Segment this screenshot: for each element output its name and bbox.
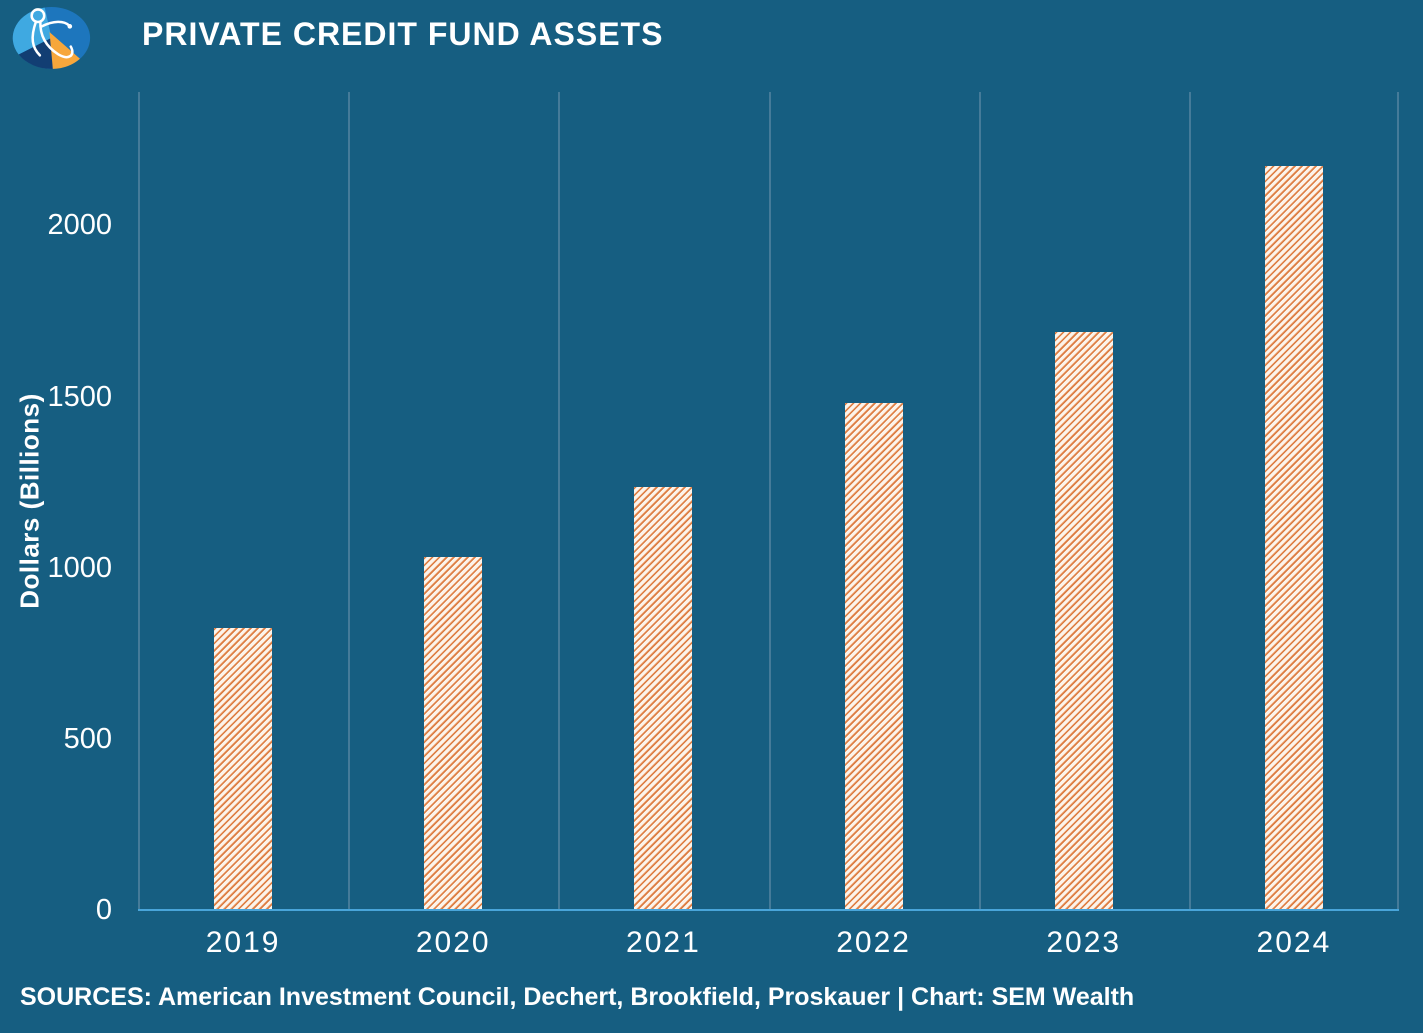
- bar-2024: [1264, 166, 1323, 910]
- y-tick-label: 0: [95, 894, 112, 926]
- bar-2020: [424, 557, 483, 910]
- bar-2023: [1054, 332, 1113, 910]
- bar-2019: [214, 628, 273, 910]
- chart-title: PRIVATE CREDIT FUND ASSETS: [142, 16, 664, 52]
- y-tick-label: 1500: [47, 380, 112, 413]
- gridline: [1188, 92, 1191, 910]
- gridline: [138, 92, 140, 910]
- x-axis-label-2020: 2020: [415, 926, 491, 959]
- x-axis-label-2021: 2021: [626, 926, 701, 959]
- x-axis-label-2022: 2022: [836, 926, 911, 959]
- gridline: [558, 92, 561, 910]
- gridline: [978, 92, 981, 910]
- plot-area: [138, 92, 1399, 911]
- sources-footer: SOURCES: American Investment Council, De…: [20, 983, 1135, 1011]
- y-tick-label: 1000: [47, 551, 112, 584]
- bar-2022: [844, 403, 903, 910]
- gridline: [768, 92, 771, 910]
- x-axis-label-2023: 2023: [1046, 926, 1122, 959]
- gridline: [1397, 92, 1399, 910]
- gridline: [348, 92, 351, 910]
- y-tick-label: 2000: [47, 209, 112, 242]
- bar-2021: [634, 487, 693, 910]
- x-axis-line: [138, 909, 1399, 911]
- x-axis-label-2024: 2024: [1256, 926, 1332, 959]
- sem-wealth-logo-icon: [12, 7, 91, 69]
- x-axis-label-2019: 2019: [205, 926, 281, 959]
- y-tick-label: 500: [63, 722, 112, 755]
